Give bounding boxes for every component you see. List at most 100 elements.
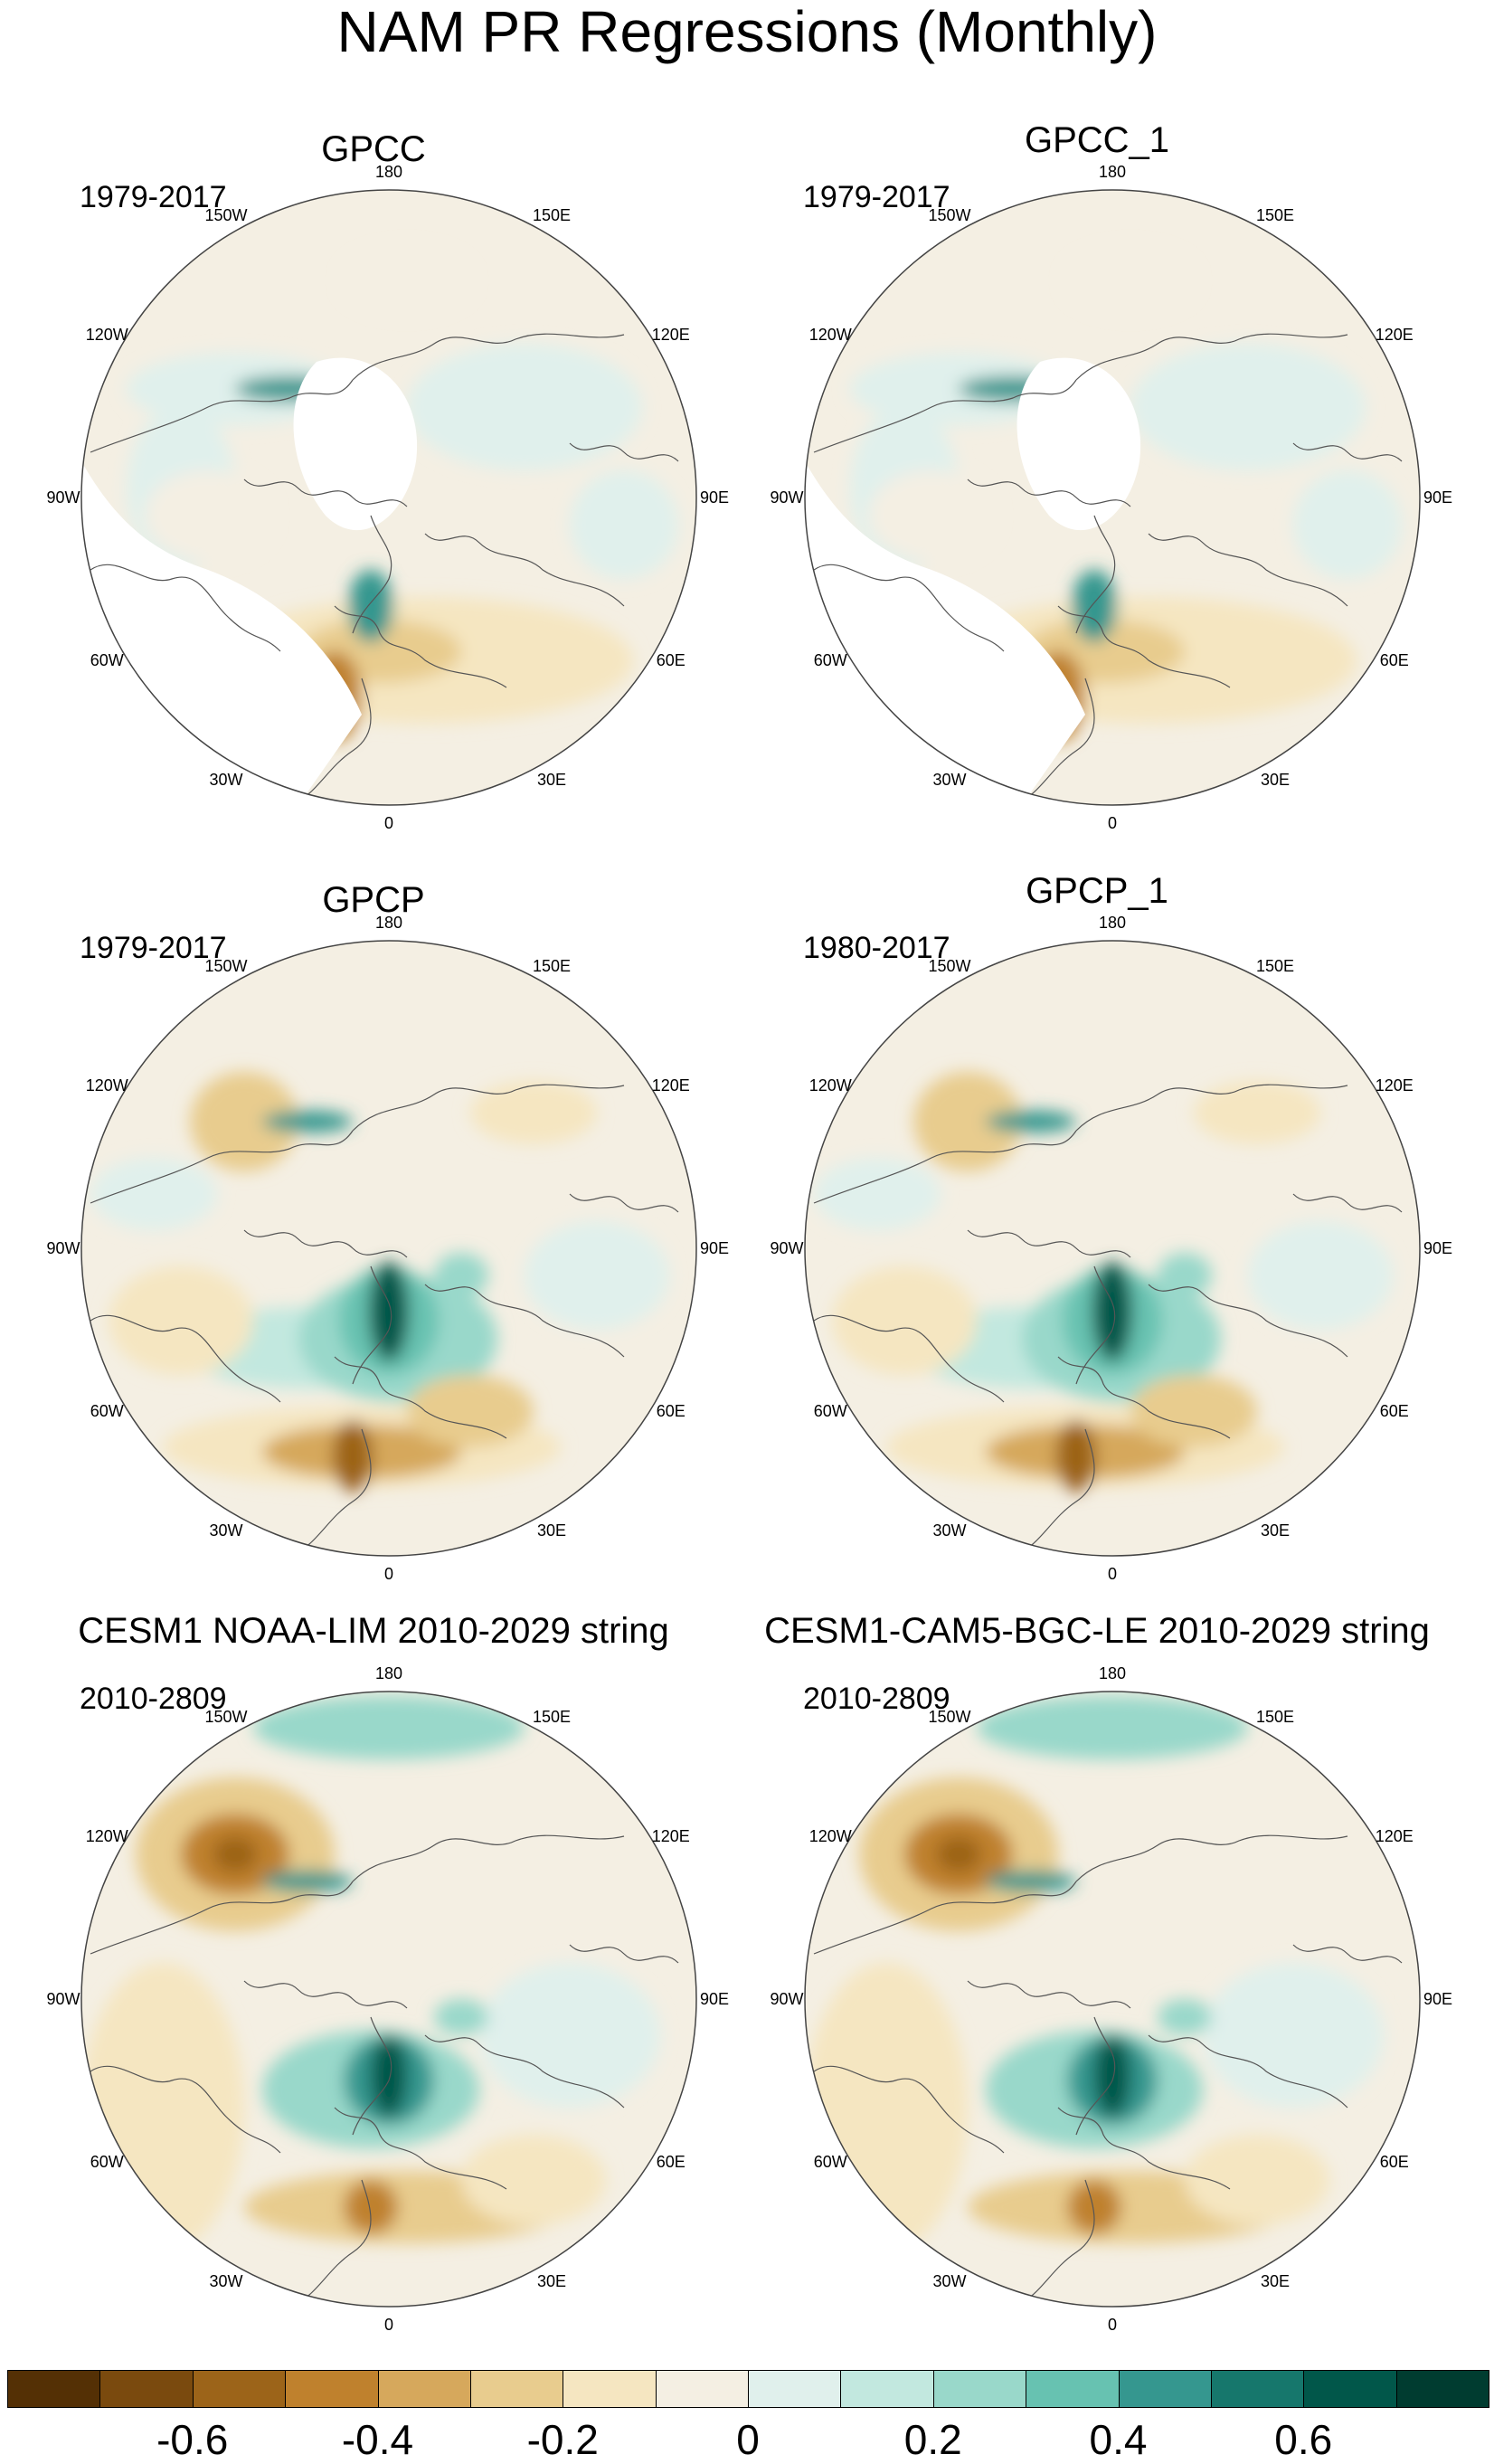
anomaly-patch [868,470,995,561]
longitude-label: 30E [1261,771,1290,789]
longitude-label: 0 [1108,2316,1117,2334]
longitude-label: 60E [657,651,686,669]
anomaly-patch [1130,344,1366,470]
coastline [288,678,372,805]
longitude-label: 180 [375,914,402,932]
colorbar-tick-label: -0.4 [341,2416,414,2463]
longitude-label: 90E [700,1239,729,1257]
coastline [1292,1944,1403,1964]
anomaly-patch [145,470,271,561]
longitude-label: 120W [809,1076,852,1095]
map-panel: 180 150E 120E 90E 60E 30E 0 30W 60W 90W 120W 150W GP… [723,109,1470,858]
anomaly-patch [190,1072,298,1171]
coastline [1075,1834,1348,1882]
anomaly-patch [986,1111,1076,1132]
longitude-label: 30W [209,1521,242,1540]
coastline [243,479,408,507]
anomaly-patch [253,1696,525,1759]
longitude-label: 30W [932,1521,966,1540]
anomaly-patch [262,1871,353,1892]
longitude-label: 120W [86,1827,128,1845]
longitude-label: 120E [1376,1076,1414,1095]
longitude-label: 90W [770,1990,803,2008]
colorbar-swatch [748,2370,842,2408]
coastline [967,1229,1131,1258]
coastline [1075,2016,1116,2136]
longitude-label: 30W [209,771,242,789]
anomaly-patch [470,1081,597,1144]
map-boundary [80,189,697,806]
anomaly-patch [936,1836,981,1872]
anomaly-patch [1158,1999,1212,2035]
longitude-label: 30E [537,771,566,789]
longitude-label: 150W [928,1708,970,1726]
missing-data-arctic [1016,357,1141,531]
coastline [424,1284,625,1358]
longitude-label: 90E [1423,1239,1452,1257]
panel-years: 1979-2017 [803,180,950,214]
longitude-label: 60E [1380,651,1409,669]
coastline [424,533,625,607]
map-panel: 180 150E 120E 90E 60E 30E 0 30W 60W 90W 120W 150W GP… [723,859,1470,1608]
map-panel: 180 150E 120E 90E 60E 30E 0 30W 60W 90W 120W 150W GP… [0,859,747,1608]
anomaly-patch [1158,1253,1212,1298]
longitude-label: 120W [86,1076,128,1095]
anomaly-patch [1185,2135,1329,2225]
anomaly-patch [913,1072,1022,1171]
longitude-label: 180 [375,1664,402,1682]
colorbar-tick-label: 0.6 [1274,2416,1333,2463]
longitude-label: 60W [90,2153,124,2171]
panel-title: GPCC [321,129,426,169]
coastline [352,2016,392,2136]
panel-years: 2010-2809 [80,1682,227,1716]
longitude-label: 0 [384,2316,393,2334]
panel-years: 1979-2017 [80,931,227,965]
longitude-label: 180 [375,163,402,181]
coastline [1292,442,1403,462]
colorbar-swatch [655,2370,749,2408]
panel-title: CESM1 NOAA-LIM 2010-2029 string [78,1611,669,1651]
colorbar-swatch [192,2370,287,2408]
longitude-label: 150W [204,206,247,224]
longitude-label: 120E [1376,1827,1414,1845]
longitude-label: 150W [204,957,247,975]
coastline [90,2065,281,2154]
coastline [813,1130,1077,1204]
coastline [1075,1265,1116,1385]
coastline [569,1944,679,1964]
map-boundary [804,189,1421,806]
longitude-label: 150W [204,1708,247,1726]
colorbar-swatch [1118,2370,1212,2408]
coastline [352,1084,625,1132]
longitude-label: 150E [1256,957,1294,975]
polar-map: 180 150E 120E 90E 60E 30E 0 30W 60W 90W 120W 150W [46,1664,729,2334]
coastline [1075,515,1116,634]
anomaly-patch [1092,1262,1132,1361]
longitude-label: 120E [652,1076,690,1095]
longitude-label: 120W [86,326,128,344]
longitude-label: 120E [652,1827,690,1845]
longitude-label: 60W [814,651,847,669]
longitude-label: 150E [533,1708,571,1726]
map-boundary [804,1691,1421,2308]
longitude-label: 90E [700,1990,729,2008]
longitude-label: 60W [814,1402,847,1420]
colorbar-tick-label: 0 [736,2416,760,2463]
polar-map: 180 150E 120E 90E 60E 30E 0 30W 60W 90W 120W 150W [46,914,729,1583]
longitude-label: 30W [932,771,966,789]
polar-map: 180 150E 120E 90E 60E 30E 0 30W 60W 90W 120W 150W [770,163,1452,832]
panel-title: GPCP [322,880,425,920]
coastline [813,379,1077,453]
longitude-label: 90E [700,488,729,507]
colorbar-swatch [469,2370,564,2408]
anomaly-patch [371,2035,407,2117]
coastline [967,479,1131,507]
panel-years: 1980-2017 [803,931,950,965]
anomaly-patch [1067,2180,1121,2234]
longitude-label: 60W [90,651,124,669]
colorbar-tick-label: -0.2 [526,2416,599,2463]
longitude-label: 0 [1108,814,1117,832]
panel-title: CESM1-CAM5-BGC-LE 2010-2029 string [764,1611,1430,1651]
anomaly-patch [1067,249,1194,312]
longitude-label: 30E [1261,1521,1290,1540]
